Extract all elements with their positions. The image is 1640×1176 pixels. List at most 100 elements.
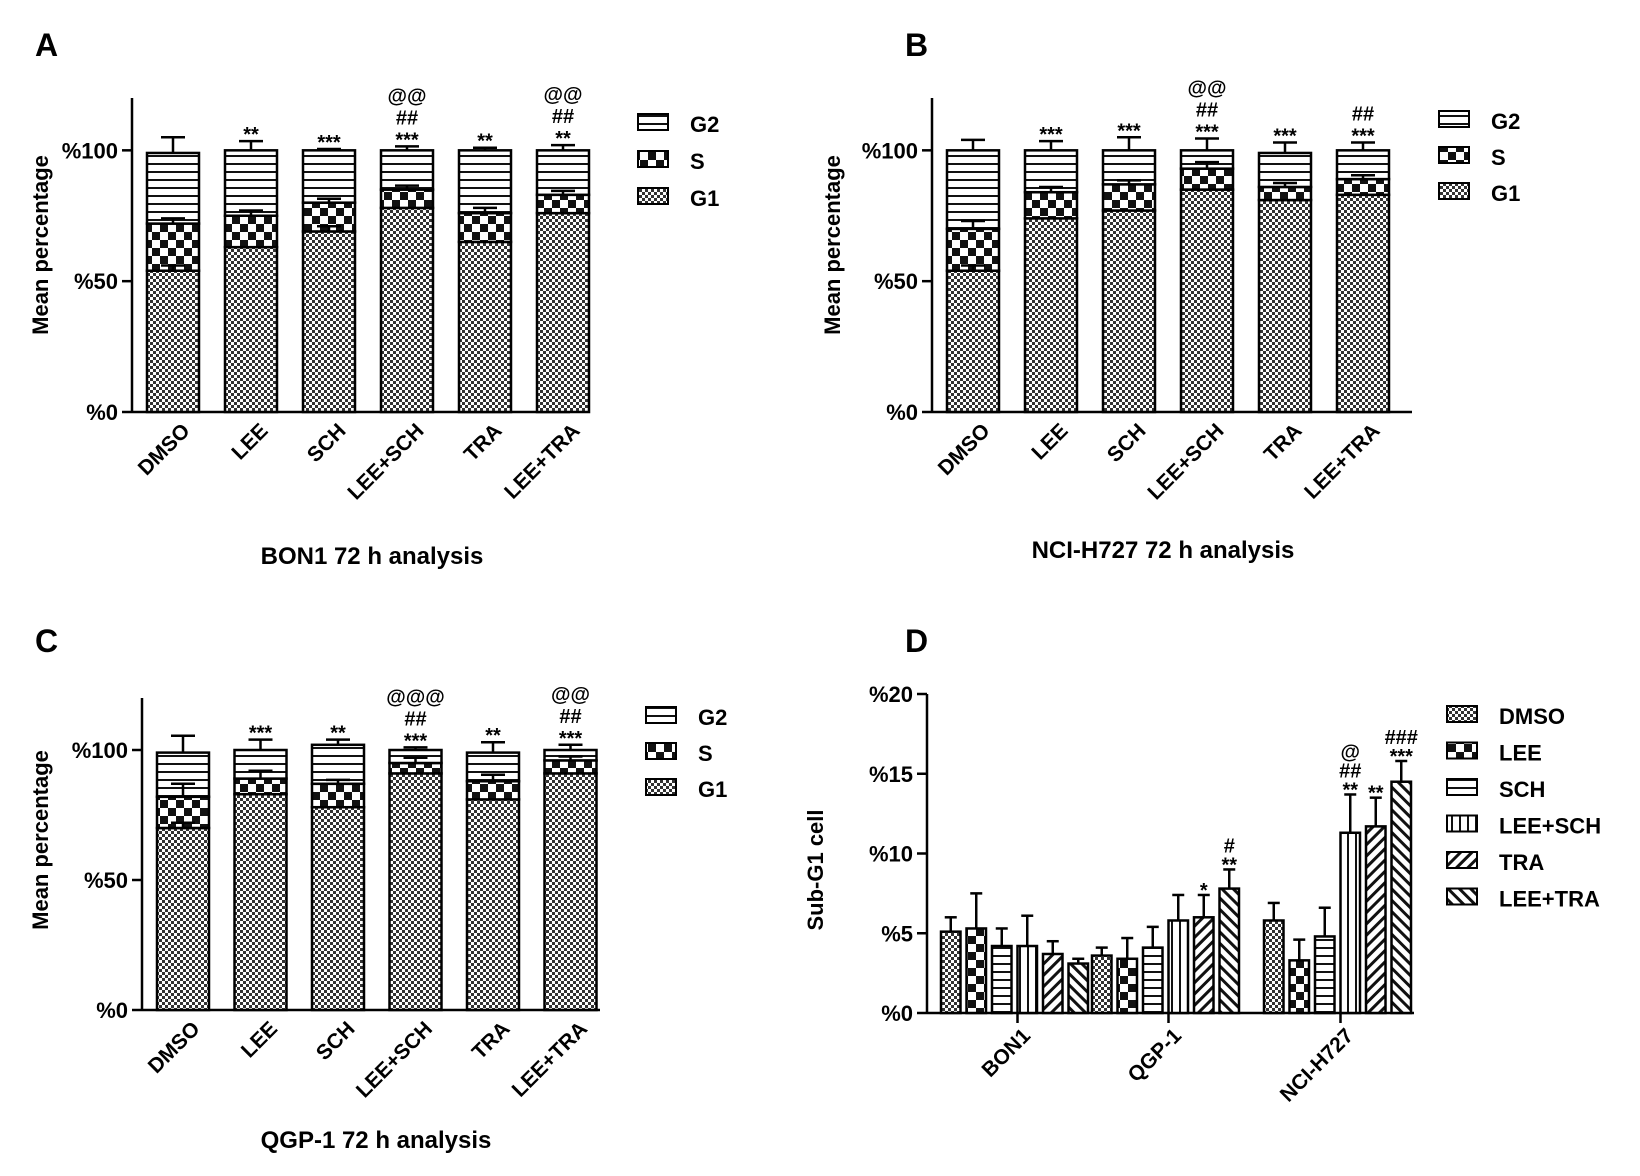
bar-segment-g1 xyxy=(457,240,513,414)
y-tick-label: %5 xyxy=(881,921,913,946)
bar-tra xyxy=(1192,916,1215,1015)
x-tick-label: TRA xyxy=(468,1017,515,1064)
legend-swatch-g1 xyxy=(1438,182,1470,200)
legend-swatch-sch xyxy=(1446,778,1478,796)
significance-label: *** xyxy=(317,132,341,154)
significance-label: ### xyxy=(1385,727,1418,749)
y-tick-label: %10 xyxy=(869,842,913,867)
significance-label: ** xyxy=(243,124,259,146)
significance-label: ** xyxy=(477,131,493,153)
significance-label: @@ xyxy=(387,85,426,107)
bar-segment-g1 xyxy=(1335,193,1391,414)
x-axis-title: QGP-1 72 h analysis xyxy=(261,1127,492,1154)
y-tick-label: %0 xyxy=(86,400,118,425)
bar-segment-s xyxy=(388,761,443,775)
bar-sch xyxy=(1141,946,1164,1015)
bar-sch xyxy=(990,944,1013,1015)
y-tick-label: %0 xyxy=(96,998,128,1023)
bar-segment-g2 xyxy=(535,149,591,197)
x-tick-label: TRA xyxy=(460,419,507,466)
legend-swatch-lee xyxy=(1446,741,1478,760)
bar-segment-g1 xyxy=(1023,217,1079,414)
y-axis-title: Mean percentage xyxy=(28,750,53,930)
bar-segment-s xyxy=(1101,183,1157,212)
significance-label: @@ xyxy=(1187,78,1226,100)
bar-segment-g2 xyxy=(945,149,1001,231)
significance-label: *** xyxy=(1273,125,1297,147)
legend-swatch-s xyxy=(637,150,669,168)
x-tick-label: NCI-H727 xyxy=(1276,1024,1358,1106)
bar-segment-s xyxy=(379,188,435,210)
panel-d: D Sub-G1 cell %0%5%10%15%20BON1***#QGP-1… xyxy=(803,623,1601,1107)
panel-letter-c: C xyxy=(35,623,58,659)
bar-segment-s xyxy=(543,759,598,775)
bar-lee xyxy=(1116,957,1139,1015)
bar-segment-g2 xyxy=(310,743,366,786)
significance-label: *** xyxy=(404,730,428,752)
significance-label: *** xyxy=(1390,746,1414,768)
bar-segment-g1 xyxy=(1179,188,1235,414)
bar-segment-g2 xyxy=(379,149,435,191)
x-tick-label: DMSO xyxy=(134,419,195,480)
x-tick-label: LEE xyxy=(237,1017,282,1062)
legend-label-tra: TRA xyxy=(1499,850,1544,875)
y-tick-label: %50 xyxy=(874,269,918,294)
bar-segment-s xyxy=(1257,185,1313,202)
legend-label-g2: G2 xyxy=(698,705,727,730)
y-tick-label: %50 xyxy=(84,868,128,893)
significance-label: @@ xyxy=(543,84,582,106)
x-tick-label: LEE xyxy=(1027,419,1072,464)
legend-swatch-g2 xyxy=(1438,110,1470,128)
legend-label-s: S xyxy=(698,741,713,766)
y-tick-label: %50 xyxy=(74,269,118,294)
bar-segment-g1 xyxy=(1257,198,1313,414)
x-tick-label: SCH xyxy=(1103,419,1151,467)
panel-letter-d: D xyxy=(905,623,928,659)
y-tick-label: %0 xyxy=(886,400,918,425)
significance-label: *** xyxy=(395,129,419,151)
significance-label: ** xyxy=(1221,854,1237,876)
bar-segment-s xyxy=(1335,177,1391,197)
bar-lee-sch xyxy=(1016,944,1039,1015)
x-tick-label: TRA xyxy=(1260,419,1307,466)
y-axis-title: Mean percentage xyxy=(28,155,53,335)
bar-lee-tra xyxy=(1067,962,1090,1015)
bar-dmso xyxy=(1262,919,1285,1015)
significance-label: ** xyxy=(1342,779,1358,801)
significance-label: ## xyxy=(1196,100,1218,122)
legend-label-lee: LEE xyxy=(1499,741,1542,766)
x-tick-label: BON1 xyxy=(978,1024,1036,1082)
x-tick-label: QGP-1 xyxy=(1124,1024,1187,1087)
bar-lee-sch xyxy=(1167,919,1190,1015)
bar-dmso xyxy=(939,930,962,1015)
bar-lee-tra xyxy=(1390,780,1413,1015)
significance-label: *** xyxy=(1351,125,1375,147)
significance-label: *** xyxy=(559,728,583,750)
y-tick-label: %100 xyxy=(62,138,118,163)
x-tick-label: SCH xyxy=(312,1017,360,1065)
bar-lee-sch xyxy=(1339,831,1362,1015)
x-tick-label: LEE+SCH xyxy=(1143,419,1228,504)
significance-label: ** xyxy=(1368,783,1384,805)
legend-swatch-lee-sch xyxy=(1446,814,1478,833)
bar-segment-g1 xyxy=(310,805,366,1012)
bar-segment-g1 xyxy=(1101,209,1157,414)
bar-segment-g1 xyxy=(301,230,357,414)
legend-swatch-g1 xyxy=(645,778,677,796)
bar-segment-s xyxy=(1023,190,1079,220)
x-tick-label: LEE+SCH xyxy=(343,419,428,504)
legend-swatch-s xyxy=(645,742,677,760)
bar-lee xyxy=(1288,959,1311,1015)
significance-label: ## xyxy=(559,706,581,728)
bar-segment-g2 xyxy=(145,151,201,225)
bar-segment-g2 xyxy=(457,149,513,215)
legend-swatch-g2 xyxy=(645,706,677,724)
legend-label-g2: G2 xyxy=(1491,109,1520,134)
significance-label: *** xyxy=(1195,122,1219,144)
bar-sch xyxy=(1313,935,1336,1015)
bar-tra xyxy=(1041,952,1064,1015)
bar-segment-g1 xyxy=(388,772,443,1012)
panel-c: C Mean percentage QGP-1 72 h analysis %0… xyxy=(28,623,727,1154)
bar-segment-g1 xyxy=(945,269,1001,414)
